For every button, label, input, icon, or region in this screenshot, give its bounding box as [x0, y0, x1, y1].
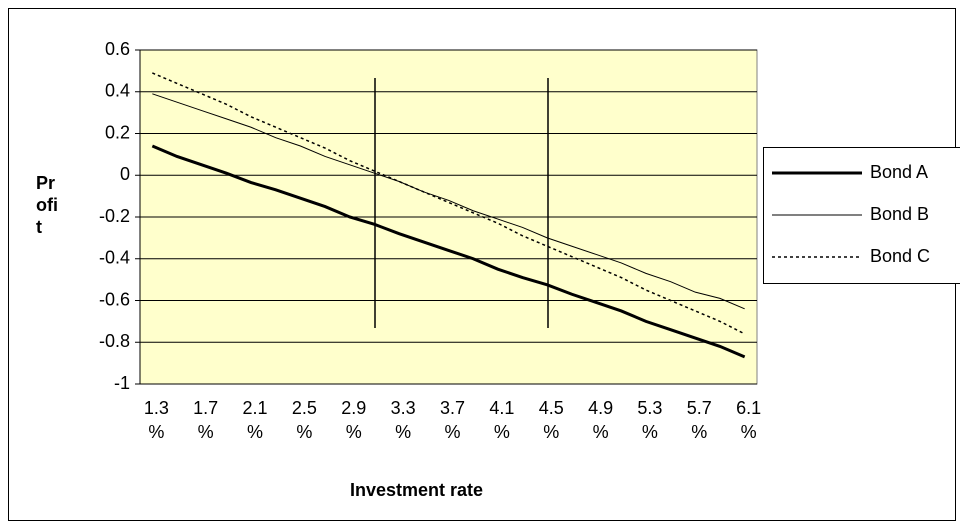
- y-tick-label: 0.6: [105, 39, 130, 59]
- x-tick-label: 2.9 %: [341, 398, 367, 442]
- x-tick-label: 1.3 %: [143, 398, 169, 442]
- x-tick-label: 2.1 %: [242, 398, 268, 442]
- y-tick-label: -0.2: [99, 206, 130, 226]
- x-tick-label: 5.3 %: [637, 398, 663, 442]
- legend-label: Bond C: [870, 246, 930, 266]
- data-line: [151, 144, 746, 359]
- y-tick-label: -0.4: [99, 248, 130, 268]
- data-line: [152, 93, 745, 310]
- x-tick-label: 4.5 %: [538, 398, 564, 442]
- legend-label: Bond A: [870, 162, 928, 182]
- x-tick-label: 4.1 %: [489, 398, 515, 442]
- x-tick-label: 4.9 %: [588, 398, 614, 442]
- x-tick-label: 2.5 %: [291, 398, 317, 442]
- x-tick-label: 5.7 %: [686, 398, 712, 442]
- y-tick-label: -1: [114, 373, 130, 393]
- y-axis-title: Profit: [36, 173, 58, 237]
- data-line: [152, 72, 745, 335]
- x-tick-label: 3.7 %: [439, 398, 466, 442]
- x-tick-label: 1.7 %: [193, 398, 219, 442]
- legend-label: Bond B: [870, 204, 929, 224]
- x-tick-label: 6.1 %: [736, 398, 762, 442]
- y-tick-label: -0.6: [99, 289, 130, 309]
- y-tick-label: 0.4: [105, 81, 130, 101]
- y-tick-label: 0.2: [105, 122, 130, 142]
- x-tick-label: 3.3 %: [390, 398, 416, 442]
- y-tick-label: -0.8: [99, 331, 130, 351]
- x-axis-title: Investment rate: [350, 480, 484, 500]
- y-tick-label: 0: [120, 164, 130, 184]
